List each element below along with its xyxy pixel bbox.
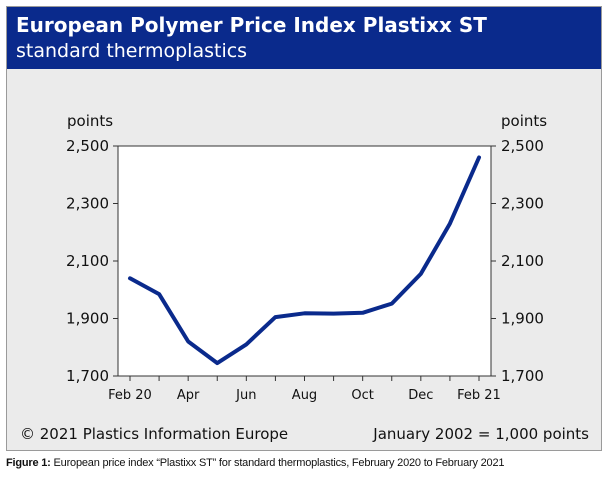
x-tick-label: Apr [177, 388, 200, 403]
y-tick-label-left: 2,100 [66, 252, 109, 270]
y-tick-label-left: 1,900 [66, 310, 109, 328]
y-tick-label-left: 2,300 [66, 195, 109, 213]
chart-header: European Polymer Price Index Plastixx ST… [7, 7, 601, 69]
x-tick-label: Feb 20 [108, 388, 152, 403]
figure-panel: European Polymer Price Index Plastixx ST… [6, 6, 602, 451]
y-tick-label-right: 1,700 [501, 367, 544, 385]
plot-area [117, 145, 492, 377]
chart-subtitle: standard thermoplastics [16, 40, 248, 62]
x-tick-label: Jun [235, 388, 256, 403]
x-tick-label: Dec [408, 388, 433, 403]
figure-caption: Figure 1: European price index “Plastixx… [6, 457, 504, 469]
y-tick-label-right: 2,300 [501, 195, 544, 213]
y-tick-label-right: 1,900 [501, 310, 544, 328]
y-tick-label-left: 2,500 [66, 137, 109, 155]
plot-layer: 1,700 1,700 1,900 1,900 2,100 2,100 2,300 2,300… [66, 112, 547, 403]
y-tick-label-right: 2,100 [501, 252, 544, 270]
y-axis-label-left: points [67, 112, 113, 130]
line-chart: 1,700 1,700 1,900 1,900 2,100 2,100 2,300 2,300… [66, 112, 547, 403]
chart-title: European Polymer Price Index Plastixx ST [16, 13, 487, 37]
y-tick-label-right: 2,500 [501, 137, 544, 155]
caption-label: Figure 1: [6, 457, 51, 469]
x-tick-label: Aug [292, 388, 317, 403]
y-tick-label-left: 1,700 [66, 367, 109, 385]
copyright-note: © 2021 Plastics Information Europe [20, 425, 289, 443]
x-tick-label: Oct [351, 388, 373, 403]
y-axis-label-right: points [501, 112, 547, 130]
baseline-note: January 2002 = 1,000 points [373, 425, 589, 443]
caption-text: European price index “Plastixx ST” for s… [53, 457, 505, 469]
x-tick-label: Feb 21 [457, 388, 501, 403]
